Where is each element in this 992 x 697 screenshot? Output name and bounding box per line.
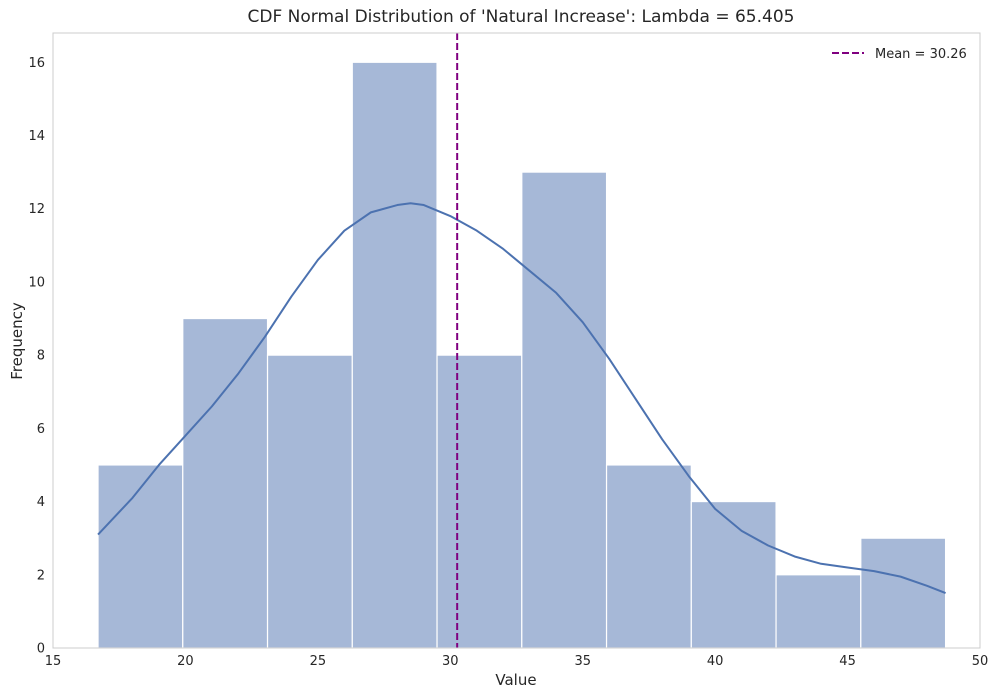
histogram-bar-5 — [436, 354, 523, 649]
y-tick-label: 2 — [37, 568, 45, 583]
x-tick-label: 50 — [972, 654, 989, 669]
kde-layer — [97, 202, 946, 595]
histogram-bar-6 — [521, 171, 608, 649]
y-axis-title: Frequency — [8, 302, 26, 380]
histogram-bar-3 — [266, 354, 353, 649]
x-tick-label: 30 — [442, 654, 459, 669]
x-tick-label: 45 — [839, 654, 856, 669]
histogram-bar-10 — [860, 537, 947, 649]
y-tick-label: 6 — [37, 422, 45, 437]
x-tick-label: 15 — [45, 654, 62, 669]
y-tick-label: 10 — [28, 275, 45, 290]
histogram-bar-2 — [182, 317, 269, 649]
x-axis-ticks: 15 20 25 30 35 40 45 50 — [45, 654, 989, 669]
histogram-bar-9 — [775, 574, 862, 649]
bars-layer — [97, 61, 947, 649]
histogram-bar-4 — [351, 61, 438, 649]
x-tick-label: 20 — [177, 654, 194, 669]
x-tick-label: 35 — [574, 654, 591, 669]
legend: Mean = 30.26 — [832, 47, 967, 62]
y-tick-label: 14 — [28, 129, 45, 144]
histogram-bar-1 — [97, 464, 184, 649]
histogram-bar-8 — [690, 500, 777, 649]
chart-title: CDF Normal Distribution of 'Natural Incr… — [248, 7, 795, 27]
y-tick-label: 4 — [37, 495, 45, 510]
x-axis-title: Value — [495, 671, 536, 689]
x-tick-label: 25 — [310, 654, 327, 669]
y-axis-ticks: 0 2 4 6 8 10 12 14 16 — [28, 56, 45, 657]
y-tick-label: 12 — [28, 202, 45, 217]
legend-label-mean: Mean = 30.26 — [875, 47, 967, 62]
histogram-bar-7 — [605, 464, 692, 649]
plot-frame — [52, 32, 981, 649]
y-tick-label: 16 — [28, 56, 45, 71]
y-tick-label: 0 — [37, 642, 45, 657]
kde-curve — [97, 202, 946, 595]
y-tick-label: 8 — [37, 349, 45, 364]
x-tick-label: 40 — [707, 654, 724, 669]
